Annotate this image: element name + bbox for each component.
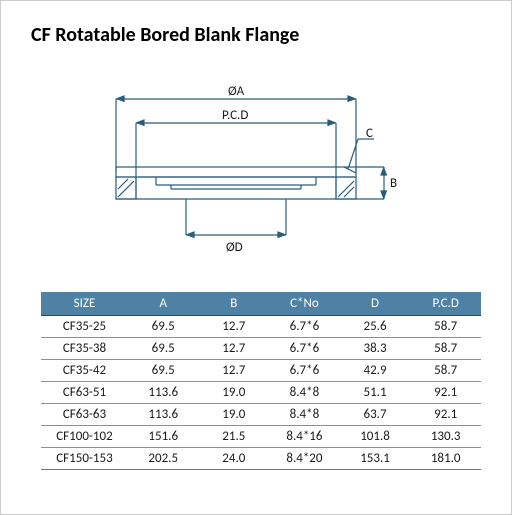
table-cell: 6.7*6 bbox=[269, 316, 340, 338]
table-row: CF150-153202.524.08.4*20153.1181.0 bbox=[41, 448, 481, 470]
label-pcd: P.C.D bbox=[222, 108, 248, 123]
table-cell: 12.7 bbox=[199, 316, 270, 338]
table-cell: 58.7 bbox=[410, 316, 481, 338]
table-cell: 42.9 bbox=[340, 360, 411, 382]
table-cell: 113.6 bbox=[128, 404, 199, 426]
table-row: CF35-4269.512.76.7*642.958.7 bbox=[41, 360, 481, 382]
col-a: A bbox=[128, 292, 199, 316]
col-pcd: P.C.D bbox=[410, 292, 481, 316]
table-cell: 181.0 bbox=[410, 448, 481, 470]
col-size: SIZE bbox=[41, 292, 128, 316]
col-d: D bbox=[340, 292, 411, 316]
table-cell: 8.4*16 bbox=[269, 426, 340, 448]
table-cell: 19.0 bbox=[199, 404, 270, 426]
table-cell: CF150-153 bbox=[41, 448, 128, 470]
table-row: CF100-102151.621.58.4*16101.8130.3 bbox=[41, 426, 481, 448]
table-cell: 69.5 bbox=[128, 338, 199, 360]
table-cell: 58.7 bbox=[410, 338, 481, 360]
table-cell: 151.6 bbox=[128, 426, 199, 448]
table-cell: 63.7 bbox=[340, 404, 411, 426]
table-cell: 6.7*6 bbox=[269, 338, 340, 360]
table-row: CF63-51113.619.08.4*851.192.1 bbox=[41, 382, 481, 404]
table-cell: 58.7 bbox=[410, 360, 481, 382]
table-cell: 153.1 bbox=[340, 448, 411, 470]
spec-table: SIZE A B C*No D P.C.D CF35-2569.512.76.7… bbox=[41, 292, 481, 470]
table-cell: 69.5 bbox=[128, 360, 199, 382]
table-cell: 25.6 bbox=[340, 316, 411, 338]
col-b: B bbox=[199, 292, 270, 316]
col-cno: C*No bbox=[269, 292, 340, 316]
table-cell: CF63-51 bbox=[41, 382, 128, 404]
table-cell: 92.1 bbox=[410, 404, 481, 426]
table-cell: 38.3 bbox=[340, 338, 411, 360]
table-cell: 92.1 bbox=[410, 382, 481, 404]
table-cell: 6.7*6 bbox=[269, 360, 340, 382]
table-cell: 12.7 bbox=[199, 338, 270, 360]
table-cell: CF35-42 bbox=[41, 360, 128, 382]
table-cell: 69.5 bbox=[128, 316, 199, 338]
table-row: CF35-3869.512.76.7*638.358.7 bbox=[41, 338, 481, 360]
label-od: ØD bbox=[226, 240, 243, 255]
table-cell: 8.4*8 bbox=[269, 404, 340, 426]
table-cell: 130.3 bbox=[410, 426, 481, 448]
table-cell: 19.0 bbox=[199, 382, 270, 404]
table-cell: CF35-25 bbox=[41, 316, 128, 338]
table-cell: 202.5 bbox=[128, 448, 199, 470]
flange-diagram: ØA P.C.D C bbox=[76, 77, 436, 257]
page-title: CF Rotatable Bored Blank Flange bbox=[31, 23, 481, 47]
table-cell: 113.6 bbox=[128, 382, 199, 404]
table-cell: CF63-63 bbox=[41, 404, 128, 426]
label-b: B bbox=[390, 176, 397, 191]
label-oa: ØA bbox=[228, 84, 245, 99]
table-cell: 21.5 bbox=[199, 426, 270, 448]
table-cell: 51.1 bbox=[340, 382, 411, 404]
table-row: CF35-2569.512.76.7*625.658.7 bbox=[41, 316, 481, 338]
table-cell: 24.0 bbox=[199, 448, 270, 470]
table-row: CF63-63113.619.08.4*863.792.1 bbox=[41, 404, 481, 426]
table-cell: 12.7 bbox=[199, 360, 270, 382]
table-cell: CF35-38 bbox=[41, 338, 128, 360]
table-cell: 8.4*20 bbox=[269, 448, 340, 470]
table-header-row: SIZE A B C*No D P.C.D bbox=[41, 292, 481, 316]
table-cell: CF100-102 bbox=[41, 426, 128, 448]
table-cell: 8.4*8 bbox=[269, 382, 340, 404]
table-cell: 101.8 bbox=[340, 426, 411, 448]
